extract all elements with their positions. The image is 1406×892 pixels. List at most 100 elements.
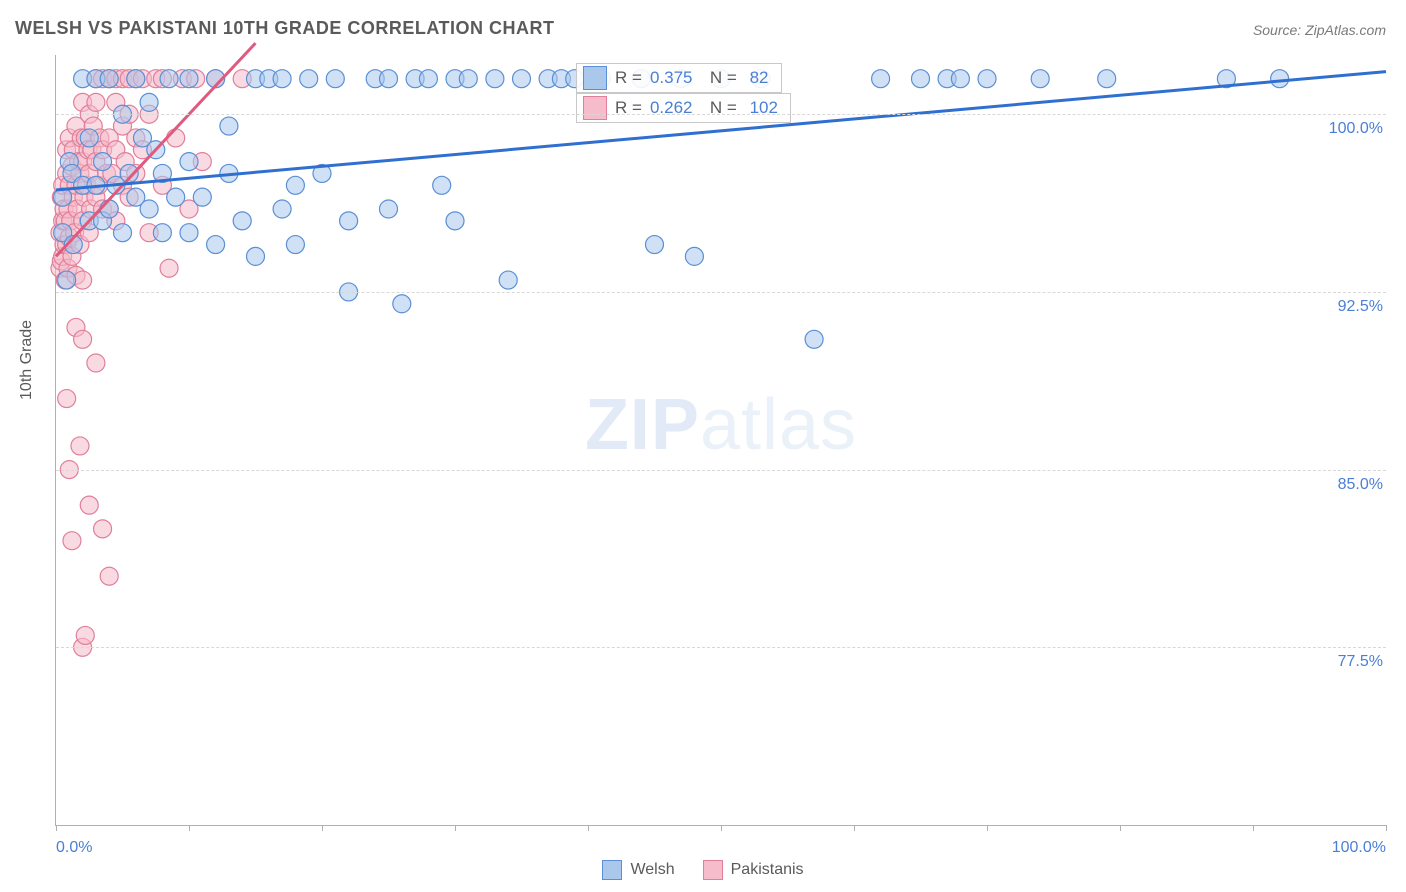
plot-area: ZIPatlas R =0.375 N = 82R =0.262 N = 102…: [55, 55, 1386, 826]
data-point: [80, 496, 98, 514]
y-tick-label: 85.0%: [1338, 476, 1391, 494]
legend-swatch: [583, 66, 607, 90]
legend-value: 0.375: [650, 68, 693, 88]
data-point: [74, 271, 92, 289]
data-point: [805, 330, 823, 348]
data-point: [419, 70, 437, 88]
chart-title: WELSH VS PAKISTANI 10TH GRADE CORRELATIO…: [15, 18, 555, 39]
legend-value: 82: [745, 68, 769, 88]
data-point: [153, 224, 171, 242]
data-point: [951, 70, 969, 88]
data-point: [87, 354, 105, 372]
x-tick-mark: [1386, 825, 1387, 831]
data-point: [140, 200, 158, 218]
data-point: [233, 212, 251, 230]
data-point: [499, 271, 517, 289]
gridline-h: [56, 292, 1386, 293]
legend-swatch: [583, 96, 607, 120]
bottom-legend-item: Welsh: [602, 860, 674, 880]
data-point: [340, 212, 358, 230]
correlation-legend-row: R = 0.375 N = 82: [576, 63, 782, 93]
data-point: [393, 295, 411, 313]
legend-label: R =: [615, 68, 642, 88]
data-point: [646, 236, 664, 254]
data-point: [273, 200, 291, 218]
data-point: [1271, 70, 1289, 88]
gridline-h: [56, 647, 1386, 648]
data-point: [286, 236, 304, 254]
data-point: [58, 390, 76, 408]
data-point: [100, 567, 118, 585]
x-tick-mark: [854, 825, 855, 831]
data-point: [160, 259, 178, 277]
data-point: [71, 437, 89, 455]
data-point: [94, 520, 112, 538]
legend-label: Welsh: [630, 861, 674, 879]
gridline-h: [56, 114, 1386, 115]
data-point: [207, 236, 225, 254]
x-tick-mark: [987, 825, 988, 831]
x-tick-mark: [588, 825, 589, 831]
data-point: [180, 153, 198, 171]
data-point: [100, 200, 118, 218]
data-point: [286, 176, 304, 194]
data-point: [167, 129, 185, 147]
data-point: [58, 271, 76, 289]
x-tick-mark: [1253, 825, 1254, 831]
data-point: [912, 70, 930, 88]
data-point: [1031, 70, 1049, 88]
bottom-legend-item: Pakistanis: [703, 860, 804, 880]
data-point: [513, 70, 531, 88]
data-point: [486, 70, 504, 88]
y-tick-label: 100.0%: [1329, 120, 1391, 138]
x-tick-mark: [1120, 825, 1121, 831]
legend-label: N =: [700, 68, 736, 88]
data-point: [193, 188, 211, 206]
y-tick-label: 77.5%: [1338, 653, 1391, 671]
data-point: [685, 247, 703, 265]
data-point: [978, 70, 996, 88]
data-point: [326, 70, 344, 88]
data-point: [167, 188, 185, 206]
data-point: [63, 532, 81, 550]
data-point: [180, 70, 198, 88]
data-point: [459, 70, 477, 88]
data-point: [446, 212, 464, 230]
data-point: [114, 224, 132, 242]
scatter-svg: [56, 55, 1386, 825]
data-point: [220, 117, 238, 135]
data-point: [140, 93, 158, 111]
legend-label: Pakistanis: [731, 861, 804, 879]
bottom-legend: Welsh Pakistanis: [0, 860, 1406, 880]
data-point: [87, 93, 105, 111]
gridline-h: [56, 470, 1386, 471]
legend-swatch: [703, 860, 723, 880]
data-point: [1098, 70, 1116, 88]
data-point: [76, 626, 94, 644]
data-point: [433, 176, 451, 194]
legend-swatch: [602, 860, 622, 880]
data-point: [74, 330, 92, 348]
data-point: [100, 70, 118, 88]
data-point: [80, 129, 98, 147]
data-point: [380, 70, 398, 88]
data-point: [94, 153, 112, 171]
data-point: [273, 70, 291, 88]
x-tick-mark: [56, 825, 57, 831]
x-label-left: 0.0%: [56, 839, 92, 857]
source-attribution: Source: ZipAtlas.com: [1253, 22, 1386, 38]
y-axis-label: 10th Grade: [18, 320, 36, 400]
chart-container: WELSH VS PAKISTANI 10TH GRADE CORRELATIO…: [0, 0, 1406, 892]
x-tick-mark: [189, 825, 190, 831]
x-tick-mark: [322, 825, 323, 831]
data-point: [300, 70, 318, 88]
data-point: [872, 70, 890, 88]
y-tick-label: 92.5%: [1338, 298, 1391, 316]
data-point: [380, 200, 398, 218]
data-point: [127, 70, 145, 88]
correlation-legend-row: R =0.262 N = 102: [576, 93, 791, 123]
x-tick-mark: [455, 825, 456, 831]
x-label-right: 100.0%: [1332, 839, 1386, 857]
data-point: [180, 224, 198, 242]
data-point: [160, 70, 178, 88]
